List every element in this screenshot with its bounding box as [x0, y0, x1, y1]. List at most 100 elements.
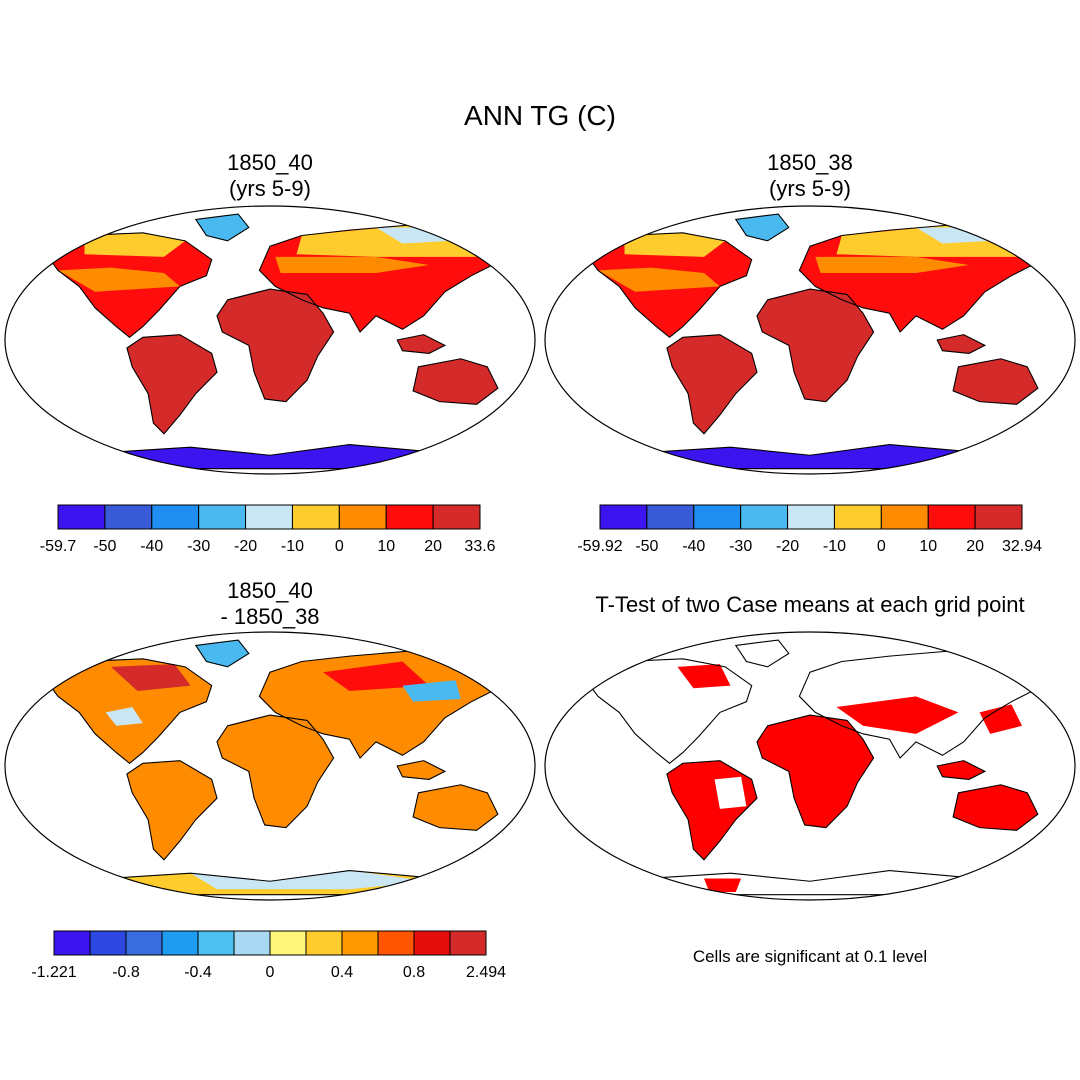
- coastline-sa: [667, 335, 757, 434]
- map-frame: [4, 631, 536, 901]
- colorbar-label: -0.8: [112, 964, 140, 981]
- field-region: [275, 256, 429, 273]
- colorbar-swatch: [245, 504, 293, 530]
- coastline-sea: [937, 761, 985, 780]
- panel-title-line2: (yrs 5-9): [769, 176, 851, 201]
- panel-title-diff: 1850_40 - 1850_38: [170, 578, 370, 630]
- colorbar-label: -0.4: [184, 964, 212, 981]
- map-panel-case1: [4, 205, 536, 475]
- colorbar-swatch: [599, 504, 648, 530]
- colorbar-swatch: [787, 504, 835, 530]
- colorbar-swatch: [269, 930, 307, 956]
- colorbar-label: 0.8: [403, 964, 425, 981]
- colorbar-swatch: [161, 930, 199, 956]
- colorbar-label: -40: [140, 538, 163, 555]
- map-panel-diff: [4, 631, 536, 901]
- coastline-sea: [397, 761, 445, 780]
- colorbar-swatch: [53, 930, 91, 956]
- coastline-ea: [799, 651, 1043, 758]
- colorbar-swatch: [974, 504, 1023, 530]
- colorbar-diff: -1.221 -0.8 -0.4 0 0.4 0.8 2.494: [31, 930, 506, 981]
- field-region: [624, 232, 726, 257]
- colorbar-label: -1.221: [31, 964, 76, 981]
- coastline-na: [582, 659, 752, 764]
- colorbar-label: -30: [729, 538, 752, 555]
- coastline-af: [217, 289, 334, 402]
- coastline-af: [757, 715, 874, 828]
- colorbar-swatch: [377, 930, 415, 956]
- colorbar-swatch: [233, 930, 271, 956]
- colorbar-swatch: [693, 504, 742, 530]
- colorbar-swatch: [57, 504, 106, 530]
- coastline-gl: [736, 214, 789, 241]
- field-region: [979, 704, 1022, 734]
- colorbar-label: 33.6: [464, 538, 495, 555]
- field-region: [190, 870, 429, 890]
- coastline-ea: [799, 225, 1043, 332]
- colorbar-label: -59.7: [40, 538, 77, 555]
- panel-title-case1: 1850_40 (yrs 5-9): [170, 150, 370, 202]
- colorbar-label: -59.92: [577, 538, 622, 555]
- colorbar-swatch: [927, 504, 976, 530]
- coastline-gl: [196, 214, 249, 241]
- panel-title-line2: (yrs 5-9): [229, 176, 311, 201]
- coastline-sea: [397, 335, 445, 354]
- colorbar-case1: -59.7 -50 -40 -30 -20 -10 0 10 20 33.6: [40, 504, 496, 555]
- coastline-na: [42, 659, 212, 764]
- map-frame: [544, 205, 1076, 475]
- map-frame: [544, 631, 1076, 901]
- coastline-af: [217, 715, 334, 828]
- colorbar-label: -50: [635, 538, 658, 555]
- coastline-sa: [127, 335, 217, 434]
- field-region: [836, 696, 959, 734]
- coastline-gl: [196, 640, 249, 667]
- colorbar-label: 20: [966, 538, 984, 555]
- colorbar-swatch: [338, 504, 387, 530]
- significance-note: Cells are significant at 0.1 level: [692, 947, 928, 966]
- panel-title-line1: 1850_40: [227, 150, 313, 175]
- colorbar-swatch: [198, 504, 247, 530]
- colorbar-swatch: [89, 930, 127, 956]
- colorbar-label: -20: [776, 538, 799, 555]
- colorbar-label: 0.4: [331, 964, 353, 981]
- coastline-au: [953, 359, 1038, 405]
- field-region: [323, 661, 429, 691]
- field-region: [704, 878, 742, 892]
- colorbar-swatch: [151, 504, 200, 530]
- colorbar-label: -40: [682, 538, 705, 555]
- colorbar-label: 32.94: [1002, 538, 1042, 555]
- coastline-af: [757, 289, 874, 402]
- colorbar-label: 0: [877, 538, 886, 555]
- field-region: [677, 664, 731, 689]
- figure-title: ANN TG (C): [464, 100, 616, 131]
- coastline-sa: [127, 761, 217, 860]
- coastline-au: [413, 785, 498, 831]
- colorbar-label: 0: [266, 964, 275, 981]
- field-region: [84, 232, 186, 257]
- colorbar-swatch: [125, 930, 163, 956]
- colorbar-swatch: [291, 504, 340, 530]
- coastline-gl: [736, 640, 789, 667]
- map-panel-ttest: [544, 631, 1076, 901]
- colorbar-swatch: [646, 504, 695, 530]
- field-region: [105, 707, 143, 726]
- colorbar-label: 10: [377, 538, 395, 555]
- coastline-sa: [667, 761, 757, 860]
- coastline-ea: [259, 651, 503, 758]
- colorbar-swatch: [833, 504, 882, 530]
- colorbar-swatch: [197, 930, 235, 956]
- colorbar-swatch: [341, 930, 379, 956]
- coastline-sea: [937, 335, 985, 354]
- panel-title-line1: 1850_38: [767, 150, 853, 175]
- colorbar-label: -10: [281, 538, 304, 555]
- colorbar-label: -30: [187, 538, 210, 555]
- panel-title-ttest: T-Test of two Case means at each grid po…: [595, 592, 1025, 617]
- colorbar-label: 0: [335, 538, 344, 555]
- panel-title-case2: 1850_38 (yrs 5-9): [710, 150, 910, 202]
- field-region: [714, 776, 747, 809]
- panel-title-line1: 1850_40: [227, 578, 313, 603]
- colorbar-case2: -59.92 -50 -40 -30 -20 -10 0 10 20 32.94: [577, 504, 1042, 555]
- field-region: [110, 664, 191, 691]
- colorbar-swatch: [385, 504, 434, 530]
